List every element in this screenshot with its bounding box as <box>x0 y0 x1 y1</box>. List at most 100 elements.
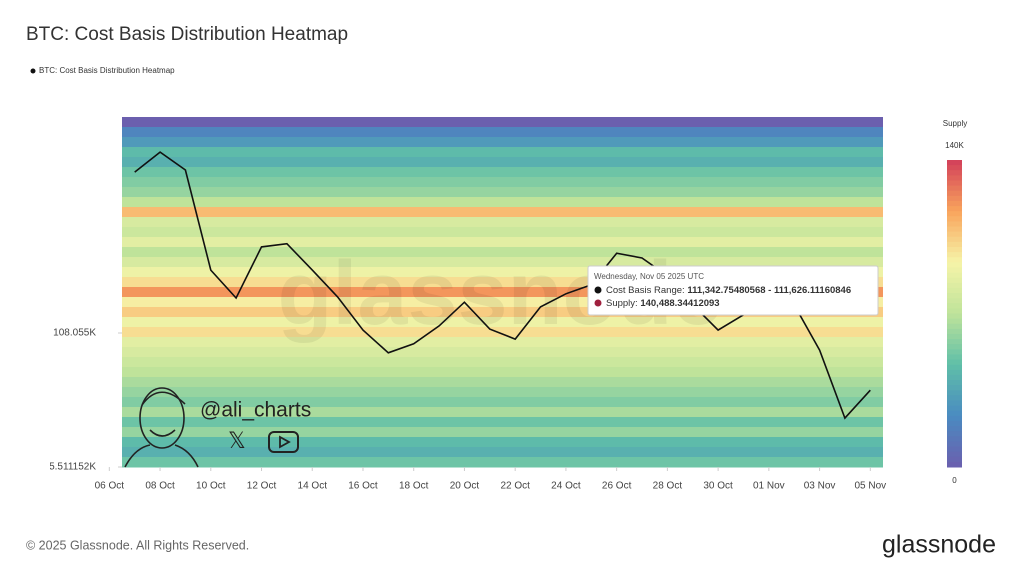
heatmap-row <box>122 407 883 418</box>
colorbar-segment <box>947 262 962 268</box>
heatmap-row <box>122 387 883 398</box>
colorbar-segment <box>947 385 962 391</box>
colorbar-segment <box>947 277 962 284</box>
heatmap-row <box>122 297 883 308</box>
heatmap-row <box>122 207 883 218</box>
colorbar-segment <box>947 287 962 294</box>
heatmap-row <box>122 177 883 188</box>
heatmap-row <box>122 117 883 128</box>
x-tick-label: 14 Oct <box>298 481 328 492</box>
tooltip-marker <box>594 286 602 294</box>
heatmap-row <box>122 287 883 298</box>
colorbar-segment <box>947 190 962 197</box>
heatmap-row <box>122 127 883 138</box>
colorbar-segment <box>947 221 962 228</box>
colorbar-segment <box>947 216 962 222</box>
colorbar-tick-label: 0 <box>952 476 957 485</box>
colorbar-segment <box>947 436 962 442</box>
colorbar-segment <box>947 241 962 248</box>
heatmap-row <box>122 417 883 428</box>
colorbar-segment <box>947 226 962 233</box>
x-tick-label: 18 Oct <box>399 481 429 492</box>
legend-marker <box>30 68 36 74</box>
x-tick-label: 12 Oct <box>247 481 277 492</box>
youtube-icon <box>268 431 299 453</box>
heatmap-row <box>122 237 883 248</box>
avatar <box>124 387 199 468</box>
colorbar-segment <box>947 180 962 187</box>
x-tick-label: 24 Oct <box>551 481 581 492</box>
x-tick-label: 20 Oct <box>450 481 480 492</box>
y-tick-label: 108.055K <box>53 328 96 339</box>
tooltip-range: Cost Basis Range: 111,342.75480568 - 111… <box>606 285 851 296</box>
colorbar-segment <box>947 369 962 376</box>
tooltip-supply-value: 140,488.34412093 <box>640 298 719 309</box>
colorbar-segment <box>947 451 962 458</box>
colorbar-segment <box>947 282 962 289</box>
heatmap-row <box>122 167 883 178</box>
colorbar-segment <box>947 272 962 279</box>
colorbar-segment <box>947 461 962 468</box>
colorbar-segment <box>947 160 962 166</box>
colorbar-segment <box>947 354 962 361</box>
tooltip-supply: Supply: 140,488.34412093 <box>606 298 720 309</box>
colorbar-segment <box>947 410 962 417</box>
tooltip-marker <box>594 299 602 307</box>
colorbar-segment <box>947 170 962 176</box>
colorbar-segment <box>947 318 962 325</box>
colorbar-segment <box>947 211 962 217</box>
x-icon: 𝕏 <box>228 428 246 453</box>
heatmap-row <box>122 457 883 468</box>
colorbar-segment <box>947 344 962 350</box>
colorbar-segment <box>947 328 962 335</box>
x-tick-label: 06 Oct <box>95 481 125 492</box>
heatmap-row <box>122 337 883 348</box>
colorbar-segment <box>947 374 962 381</box>
colorbar-segment <box>947 456 962 463</box>
colorbar-segment <box>947 400 962 407</box>
heatmap-row <box>122 357 883 368</box>
heatmap-row <box>122 277 883 288</box>
colorbar-segment <box>947 185 962 192</box>
tooltip-range-label: Cost Basis Range: <box>606 285 685 296</box>
colorbar-segment <box>947 415 962 422</box>
colorbar-segment <box>947 206 962 212</box>
colorbar-segment <box>947 333 962 340</box>
tooltip: Wednesday, Nov 05 2025 UTC Cost Basis Ra… <box>587 265 879 316</box>
colorbar-segment <box>947 405 962 412</box>
handle: @ali_charts <box>200 399 311 422</box>
colorbar-segment <box>947 323 962 330</box>
heatmap-row <box>122 327 883 338</box>
colorbar-segment <box>947 349 962 355</box>
colorbar-segment <box>947 339 962 345</box>
colorbar-segment <box>947 426 962 432</box>
brand-logo: glassnode <box>882 531 996 559</box>
heatmap-row <box>122 267 883 278</box>
colorbar-segment <box>947 246 962 253</box>
colorbar-segment <box>947 175 962 181</box>
heatmap-row <box>122 187 883 198</box>
legend-label: BTC: Cost Basis Distribution Heatmap <box>39 66 175 75</box>
x-tick-label: 10 Oct <box>196 481 226 492</box>
heatmap-row <box>122 447 883 458</box>
youtube-play <box>279 435 291 449</box>
heatmap-row <box>122 307 883 318</box>
colorbar-segment <box>947 431 962 437</box>
colorbar-segment <box>947 231 962 238</box>
heatmap-row <box>122 257 883 268</box>
heatmap-row <box>122 377 883 388</box>
heatmap-row <box>122 347 883 358</box>
colorbar-segment <box>947 293 962 299</box>
colorbar-segment <box>947 252 962 258</box>
heatmap-row <box>122 397 883 408</box>
tooltip-supply-label: Supply: <box>606 298 638 309</box>
x-tick-label: 01 Nov <box>753 481 785 492</box>
colorbar-segment <box>947 364 962 371</box>
colorbar-segment <box>947 165 962 171</box>
x-tick-label: 30 Oct <box>703 481 733 492</box>
heatmap-row <box>122 317 883 328</box>
x-tick-label: 16 Oct <box>348 481 378 492</box>
x-tick-label: 08 Oct <box>145 481 175 492</box>
heatmap-row <box>122 367 883 378</box>
